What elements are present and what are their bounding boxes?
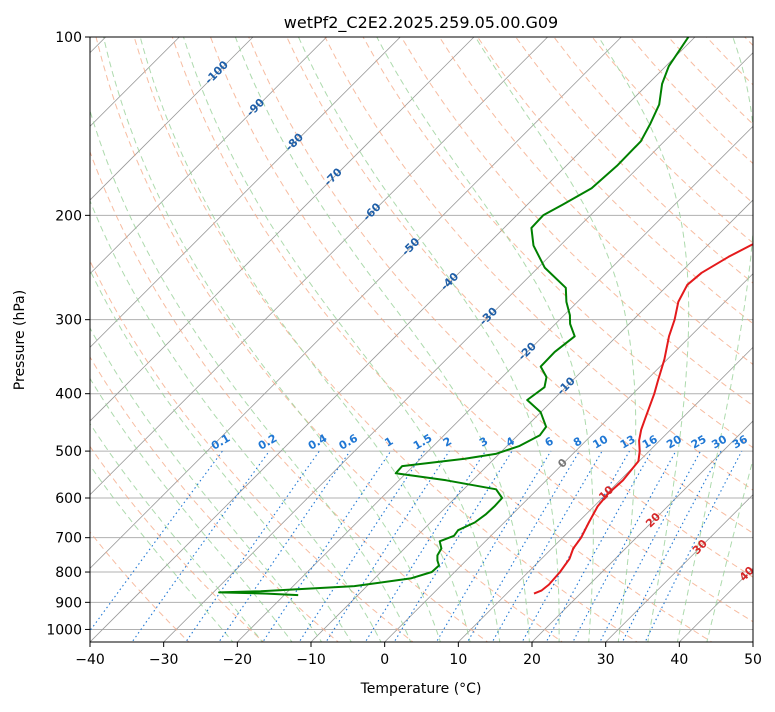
x-tick-label: −40	[75, 652, 105, 668]
y-tick-label: 400	[55, 387, 82, 403]
y-tick-label: 800	[55, 565, 82, 581]
x-tick-label: −30	[149, 652, 179, 668]
x-tick-label: 50	[744, 652, 762, 668]
y-tick-label: 100	[55, 30, 82, 46]
isotherm-line	[753, 37, 775, 642]
y-tick-label: 300	[55, 313, 82, 329]
x-axis-label: Temperature (°C)	[360, 681, 482, 697]
y-tick-label: 500	[55, 444, 82, 460]
x-tick-label: −10	[296, 652, 326, 668]
y-tick-label: 200	[55, 208, 82, 224]
plot-background	[90, 37, 753, 642]
x-tick-label: 10	[449, 652, 467, 668]
x-tick-label: 40	[670, 652, 688, 668]
y-tick-label: 900	[55, 595, 82, 611]
chart-title: wetPf2_C2E2.2025.259.05.00.G09	[284, 13, 558, 33]
x-tick-label: 20	[523, 652, 541, 668]
x-axis: −40 −30 −20 −10 0 10 20 30 40 50	[75, 642, 762, 668]
x-tick-label: 30	[597, 652, 615, 668]
y-tick-label: 700	[55, 531, 82, 547]
y-tick-label: 1000	[46, 622, 82, 638]
y-axis: 100 200 300 400 500 600 700 800 900 1000	[46, 30, 90, 638]
x-tick-label: 0	[380, 652, 389, 668]
y-tick-label: 600	[55, 491, 82, 507]
y-axis-label: Pressure (hPa)	[12, 290, 28, 390]
x-tick-label: −20	[223, 652, 253, 668]
